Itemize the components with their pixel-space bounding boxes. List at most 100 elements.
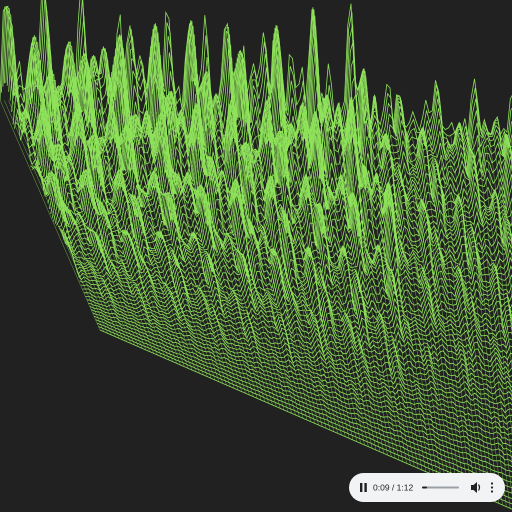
mesh-line (108, 108, 197, 372)
mesh-line (99, 107, 189, 369)
mesh-line (420, 132, 473, 492)
mesh-line (47, 103, 143, 349)
mesh-line (77, 105, 170, 361)
wave-line (61, 229, 512, 374)
mesh-line (446, 134, 496, 502)
progress-slider[interactable] (422, 486, 459, 489)
mesh-line (160, 112, 243, 392)
mesh-line (337, 125, 400, 461)
mesh-line (116, 108, 204, 376)
mesh-line (433, 133, 484, 497)
mesh-line (498, 138, 512, 264)
wave-line (11, 35, 512, 180)
mesh-line (385, 129, 442, 479)
mesh-line (4, 100, 105, 332)
mesh-line (21, 101, 120, 339)
mesh-line (376, 128, 434, 476)
mesh-line (467, 135, 512, 496)
mesh-line (372, 128, 430, 474)
mesh-line (121, 109, 208, 377)
mesh-line (493, 137, 512, 301)
mesh-line (220, 116, 296, 416)
mesh-line (69, 105, 162, 357)
mesh-line (411, 131, 465, 489)
slider-progress (422, 486, 427, 489)
mesh-line (164, 112, 246, 394)
mesh-line (251, 119, 323, 427)
mesh-line (333, 125, 396, 459)
wave-line (22, 93, 512, 222)
mesh-line (64, 104, 158, 356)
mesh-line (316, 124, 381, 452)
mesh-line (368, 128, 427, 472)
mesh-line (0, 99, 101, 331)
dot (490, 486, 494, 489)
mesh-line (190, 114, 269, 404)
mesh-line (407, 131, 461, 487)
mesh-line (255, 119, 327, 429)
mesh-line (147, 111, 231, 387)
wave-line (50, 181, 512, 329)
mesh-line (82, 106, 174, 362)
mesh-line (398, 130, 453, 484)
mesh-line (303, 123, 369, 447)
mesh-line (246, 118, 319, 426)
mesh-line (320, 124, 384, 454)
mesh-line (134, 110, 220, 382)
mesh-line (151, 111, 235, 389)
mesh-line (294, 122, 361, 444)
mesh-line (480, 136, 512, 403)
mesh-line (285, 121, 354, 441)
mesh-line (125, 109, 212, 379)
audio-player[interactable]: 0:09 / 1:12 (349, 473, 505, 502)
mesh-line (389, 129, 446, 481)
mesh-line (281, 121, 350, 439)
mesh-line (112, 108, 200, 374)
mesh-line (142, 110, 227, 386)
mesh-line (177, 113, 258, 399)
mesh-line (502, 138, 512, 227)
mesh-line (259, 119, 331, 431)
volume-button[interactable] (471, 482, 481, 493)
mesh-line (437, 133, 488, 499)
mesh-line (86, 106, 177, 364)
mesh-line (298, 122, 365, 446)
mesh-line (311, 123, 377, 451)
mesh-line (459, 135, 507, 507)
more-options-button[interactable] (490, 482, 494, 493)
pause-bar (360, 483, 363, 492)
mesh-line (173, 113, 254, 397)
dot (490, 482, 494, 485)
mesh-line (129, 109, 216, 381)
mesh-line (476, 136, 512, 435)
mesh-line (186, 114, 266, 402)
wave-line (33, 121, 512, 262)
dot (490, 490, 494, 493)
mesh-line (95, 107, 185, 367)
mesh-line (25, 101, 124, 341)
speaker-icon (471, 482, 477, 493)
wave-line (38, 152, 512, 284)
mesh-line (472, 136, 512, 466)
mesh-line (307, 123, 373, 449)
mesh-line (56, 104, 151, 352)
mesh-line (272, 120, 342, 436)
mesh-line (450, 134, 499, 504)
mesh-line (346, 126, 407, 464)
mesh-line (277, 121, 346, 437)
mesh-line (359, 127, 419, 469)
mesh-line (381, 129, 438, 477)
mesh-line (329, 125, 392, 457)
mesh-line (463, 135, 511, 509)
mesh-line (43, 103, 139, 347)
wave-line (27, 103, 512, 245)
mesh-line (60, 104, 154, 354)
wave-line (30, 107, 512, 251)
pause-button[interactable] (360, 483, 367, 492)
mesh-line (485, 137, 512, 370)
mesh-line (428, 132, 480, 496)
wave-line (24, 103, 512, 228)
mesh-line (229, 117, 304, 419)
mesh-line (441, 133, 492, 501)
